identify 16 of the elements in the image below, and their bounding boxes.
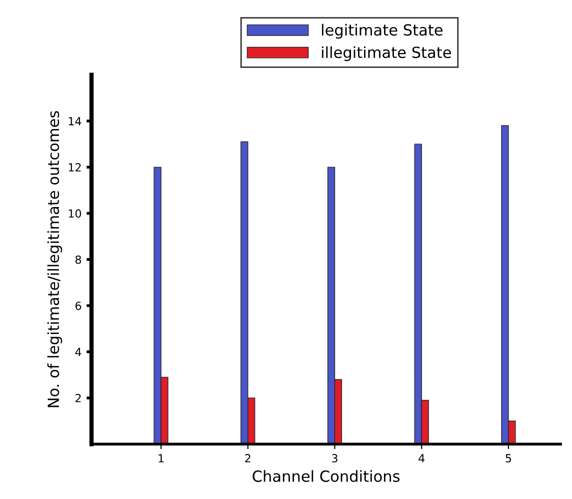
x-tick-label: 3 [332,454,338,462]
y-tick-label: 12 [68,163,81,172]
y-tick-label: 4 [75,348,82,356]
x-tick-label: 2 [245,454,250,462]
y-tick-label: 6 [76,302,82,310]
x-tick-label: 1 [158,454,164,462]
y-tick-label: 2 [76,394,81,402]
y-axis-title: No. of legitimate/illegitimate outcomes [47,111,62,408]
y-tick-label: 10 [68,209,82,218]
y-tick-label: 14 [68,117,82,126]
y-tick-label: 8 [75,255,82,264]
legend-label: legitimate State [322,24,442,39]
x-tick-label: 5 [506,454,512,462]
legend-label: illegitimate State [322,46,451,62]
x-tick-label: 4 [418,454,424,462]
x-axis-title: Channel Conditions [252,470,400,482]
